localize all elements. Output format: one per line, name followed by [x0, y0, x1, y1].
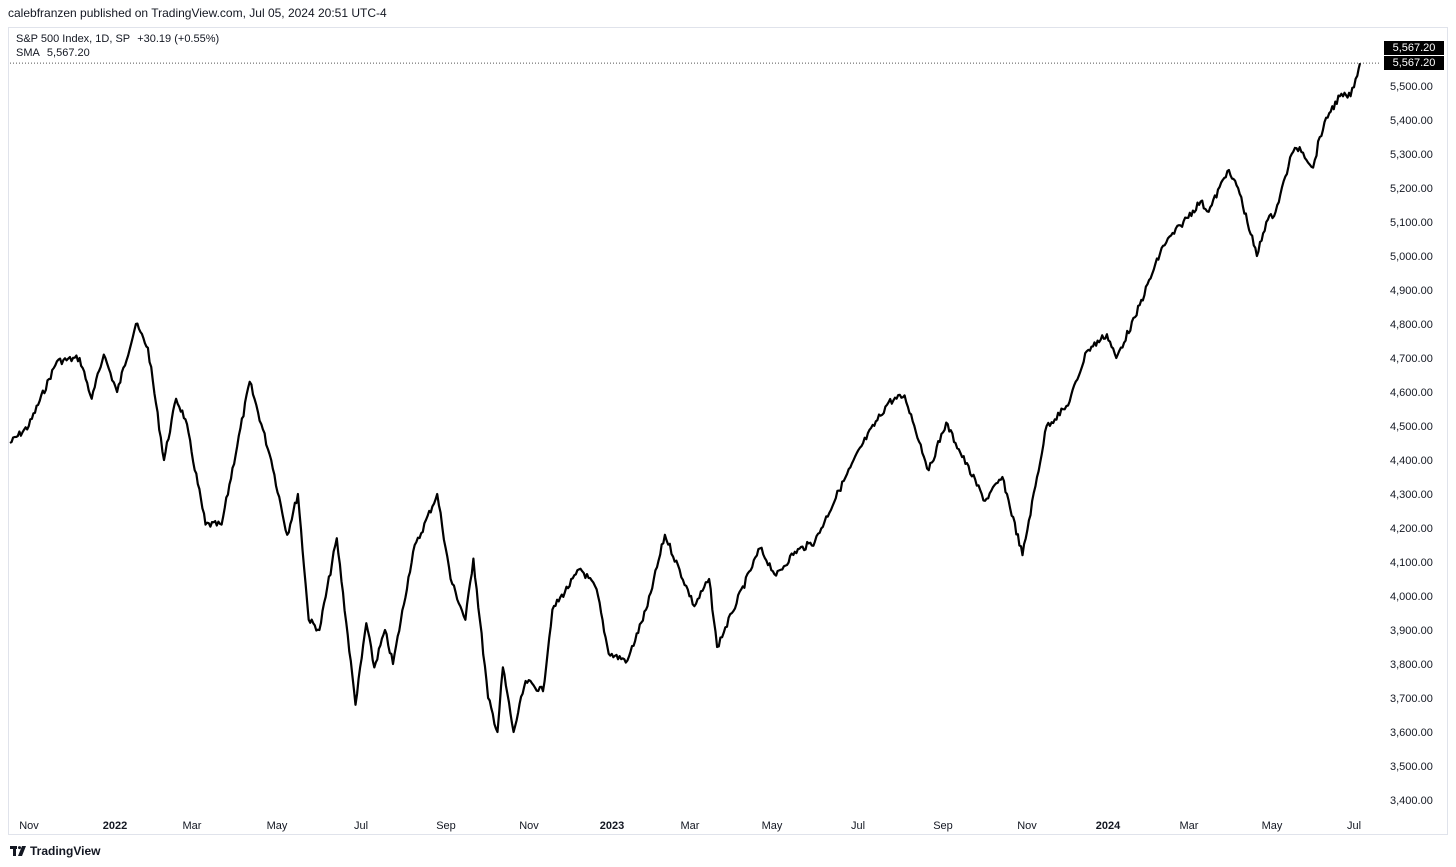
x-tick-label: Jul — [1347, 820, 1361, 832]
chart-frame[interactable] — [8, 27, 1448, 835]
y-tick-label: 3,600.00 — [1390, 727, 1433, 739]
y-tick-label: 4,500.00 — [1390, 421, 1433, 433]
series-line-sp500 — [9, 62, 1362, 734]
x-tick-label: Sep — [933, 820, 953, 832]
price-axis[interactable]: 3,400.00 3,500.00 3,600.00 3,700.00 3,800.00… — [1390, 81, 1433, 807]
x-tick-label: May — [1262, 820, 1283, 832]
y-tick-label: 4,900.00 — [1390, 285, 1433, 297]
publisher-line: calebfranzen published on TradingView.co… — [8, 6, 387, 20]
y-tick-label: 5,500.00 — [1390, 81, 1433, 93]
y-tick-label: 4,300.00 — [1390, 489, 1433, 501]
y-tick-label: 5,000.00 — [1390, 251, 1433, 263]
tradingview-logo-icon — [10, 846, 26, 856]
x-tick-label: Jul — [354, 820, 368, 832]
symbol-label: S&P 500 Index, 1D, SP — [16, 33, 131, 45]
y-tick-label: 5,400.00 — [1390, 115, 1433, 127]
tradingview-footer[interactable]: TradingView — [10, 844, 100, 858]
x-tick-label: May — [762, 820, 783, 832]
y-tick-label: 3,800.00 — [1390, 659, 1433, 671]
y-tick-label: 4,400.00 — [1390, 455, 1433, 467]
symbol-legend-row[interactable]: S&P 500 Index, 1D, SP +30.19 (+0.55%) — [16, 32, 223, 46]
indicator-name: SMA — [16, 47, 40, 59]
y-tick-label: 3,700.00 — [1390, 693, 1433, 705]
x-tick-label: Mar — [183, 820, 202, 832]
x-tick-label: Nov — [1017, 820, 1037, 832]
y-tick-label: 3,900.00 — [1390, 625, 1433, 637]
last-price-tag: 5,567.20 — [1384, 41, 1444, 55]
indicator-value: 5,567.20 — [46, 47, 90, 59]
x-tick-label: Nov — [519, 820, 539, 832]
y-tick-label: 4,000.00 — [1390, 591, 1433, 603]
indicator-legend-row[interactable]: SMA 5,567.20 — [16, 46, 223, 60]
sma-price-tag: 5,567.20 — [1384, 56, 1444, 70]
time-axis[interactable]: Nov 2022 Mar May Jul Sep Nov 2023 Mar May Jul Sep No… — [19, 820, 1361, 832]
y-tick-label: 5,200.00 — [1390, 183, 1433, 195]
change-label: +30.19 (+0.55%) — [137, 33, 220, 45]
x-tick-label: 2024 — [1096, 820, 1121, 832]
x-tick-label: May — [267, 820, 288, 832]
y-tick-label: 4,600.00 — [1390, 387, 1433, 399]
x-tick-label: Nov — [19, 820, 39, 832]
x-tick-label: Jul — [851, 820, 865, 832]
y-tick-label: 4,200.00 — [1390, 523, 1433, 535]
y-tick-label: 4,800.00 — [1390, 319, 1433, 331]
x-tick-label: 2023 — [600, 820, 624, 832]
x-tick-label: 2022 — [103, 820, 127, 832]
y-tick-label: 5,300.00 — [1390, 149, 1433, 161]
x-tick-label: Sep — [436, 820, 456, 832]
y-tick-label: 5,100.00 — [1390, 217, 1433, 229]
y-tick-label: 4,100.00 — [1390, 557, 1433, 569]
chart-legend: S&P 500 Index, 1D, SP +30.19 (+0.55%) SM… — [16, 32, 223, 60]
x-tick-label: Mar — [681, 820, 700, 832]
y-tick-label: 3,400.00 — [1390, 795, 1433, 807]
brand-label: TradingView — [30, 844, 101, 858]
y-tick-label: 3,500.00 — [1390, 761, 1433, 773]
x-tick-label: Mar — [1180, 820, 1199, 832]
y-tick-label: 4,700.00 — [1390, 353, 1433, 365]
